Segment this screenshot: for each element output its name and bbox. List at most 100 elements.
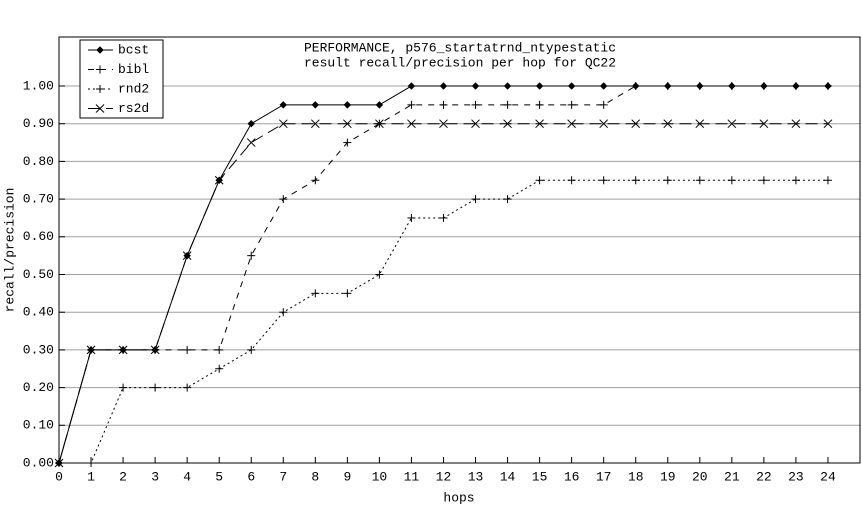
marker [247, 120, 255, 128]
y-tick-label: 0.60 [23, 229, 54, 244]
y-tick-label: 1.00 [23, 78, 54, 93]
marker-stroke [631, 119, 641, 129]
x-tick-label: 21 [724, 469, 740, 484]
marker [695, 176, 704, 185]
marker [183, 383, 192, 392]
marker-shape [567, 82, 576, 90]
marker-stroke [86, 345, 96, 355]
marker [87, 459, 96, 467]
legend-marker [95, 104, 105, 113]
y-tick-label: 0.00 [23, 455, 54, 470]
marker [599, 100, 608, 109]
x-tick-label: 22 [756, 469, 772, 484]
x-tick-label: 20 [692, 469, 708, 484]
marker [663, 176, 672, 185]
legend-label: rs2d [118, 101, 149, 116]
marker-stroke [823, 119, 833, 129]
y-tick-label: 0.30 [23, 342, 54, 357]
marker-shape [96, 46, 104, 54]
marker-stroke [246, 138, 256, 147]
x-tick-label: 4 [183, 469, 191, 484]
legend-label: rnd2 [118, 81, 149, 96]
marker [791, 119, 801, 129]
marker [439, 213, 448, 222]
marker-stroke [118, 345, 128, 355]
marker-stroke [535, 119, 544, 129]
marker-stroke [791, 119, 801, 129]
legend-marker [96, 46, 104, 54]
marker [215, 345, 224, 354]
marker-stroke [182, 251, 192, 261]
marker [631, 82, 640, 91]
marker [343, 119, 352, 129]
marker [407, 82, 416, 90]
marker [727, 119, 737, 129]
marker-shape [439, 82, 448, 90]
marker [278, 119, 288, 129]
marker [311, 101, 320, 109]
marker [375, 101, 384, 109]
marker [503, 195, 512, 204]
marker [375, 119, 384, 129]
marker [54, 458, 64, 468]
marker [695, 119, 705, 129]
x-tick-label: 7 [279, 469, 287, 484]
marker [631, 176, 640, 185]
marker [150, 345, 160, 355]
marker [214, 175, 224, 185]
marker [599, 119, 609, 129]
marker-stroke [54, 458, 64, 468]
x-tick-label: 14 [500, 469, 516, 484]
marker [791, 176, 800, 185]
marker [823, 82, 832, 91]
marker [118, 345, 128, 355]
marker [503, 100, 512, 109]
marker [503, 82, 512, 90]
marker [311, 176, 320, 185]
marker [151, 383, 160, 392]
marker-stroke [663, 119, 673, 129]
marker [471, 195, 480, 204]
marker [695, 82, 704, 91]
y-tick-label: 0.80 [23, 154, 54, 169]
marker [247, 251, 256, 260]
x-tick-label: 9 [343, 469, 351, 484]
x-tick-label: 24 [820, 469, 836, 484]
x-tick-label: 11 [404, 469, 420, 484]
marker [471, 82, 480, 90]
marker [567, 176, 576, 185]
x-tick-label: 23 [788, 469, 804, 484]
marker [471, 119, 480, 129]
marker [375, 270, 384, 279]
chart-title: PERFORMANCE, p576_startatrnd_ntypestatic [304, 40, 616, 55]
x-tick-label: 15 [532, 469, 548, 484]
marker-shape [375, 101, 384, 109]
marker-stroke [343, 119, 352, 129]
marker [310, 119, 320, 129]
marker [119, 383, 128, 392]
marker [535, 176, 544, 185]
marker [599, 176, 608, 185]
y-tick-label: 0.70 [23, 192, 54, 207]
marker [727, 176, 736, 185]
marker-stroke [695, 119, 705, 129]
marker [439, 119, 448, 129]
marker [663, 119, 673, 129]
marker-shape [503, 82, 512, 90]
marker-shape [599, 82, 608, 90]
marker [247, 345, 256, 354]
legend-marker [96, 85, 104, 93]
marker [311, 289, 320, 298]
marker-stroke [599, 119, 609, 129]
marker [246, 138, 256, 147]
marker-shape [535, 82, 544, 90]
marker [215, 364, 224, 373]
marker [791, 82, 800, 91]
x-tick-label: 1 [87, 469, 95, 484]
x-tick-label: 17 [596, 469, 612, 484]
x-tick-label: 8 [311, 469, 319, 484]
marker [823, 119, 833, 129]
series-line [59, 179, 828, 464]
